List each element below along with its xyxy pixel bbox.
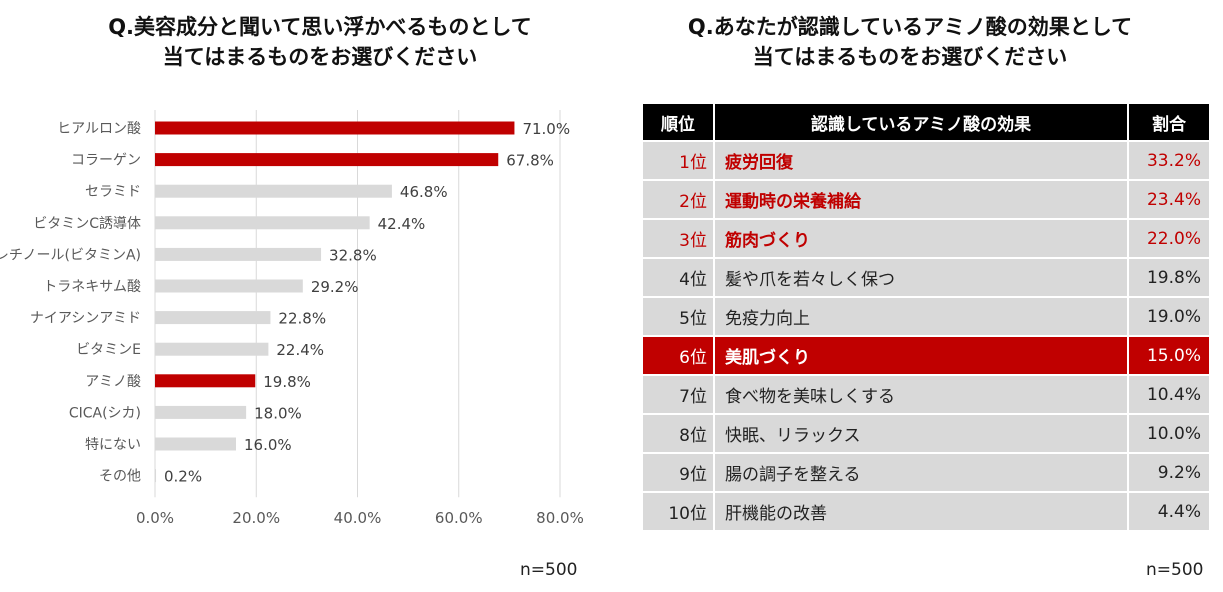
category-label: その他 [99,469,141,485]
percent-cell: 10.4% [1127,374,1209,413]
table-row: 8位 快眠、リラックス 10.0% [643,413,1209,452]
category-label: 特にない [85,437,141,453]
percent-cell: 23.4% [1127,179,1209,218]
x-tick-label: 40.0% [334,509,382,527]
data-label: 18.0% [254,404,302,422]
data-label: 67.8% [506,152,554,170]
beauty-ingredient-bar-chart: 0.0% 20.0% 40.0% 60.0% 80.0% ヒアルロン酸 71.0% コラーゲン… [0,110,584,527]
rank-cell: 3位 [643,218,713,257]
bar [155,153,499,167]
rank-cell: 1位 [643,140,713,179]
bar [155,279,303,293]
rank-cell: 10位 [643,491,713,530]
percent-cell: 33.2% [1127,140,1209,179]
rank-cell: 7位 [643,374,713,413]
rank-cell: 5位 [643,296,713,335]
table-row: 10位 肝機能の改善 4.4% [643,491,1209,530]
category-label: ビタミンC誘導体 [33,216,141,232]
rank-cell: 9位 [643,452,713,491]
left-title-line1: Q.美容成分と聞いて思い浮かべるものとして [108,15,532,39]
bar [155,405,247,419]
category-label: ビタミンE [76,342,141,358]
rank-cell: 2位 [643,179,713,218]
x-tick-label: 0.0% [136,509,174,527]
rank-cell: 4位 [643,257,713,296]
effect-cell: 免疫力向上 [713,296,1127,335]
header-percent: 割合 [1127,104,1209,140]
right-title-line1: Q.あなたが認識しているアミノ酸の効果として [687,15,1133,39]
effect-cell: 美肌づくり [713,335,1127,374]
data-label: 19.8% [263,373,311,391]
bar [155,342,269,356]
left-chart-title: Q.美容成分と聞いて思い浮かべるものとして 当てはまるものをお選びください [40,12,600,72]
data-label: 42.4% [378,215,426,233]
table-row: 7位 食べ物を美味しくする 10.4% [643,374,1209,413]
data-label: 32.8% [329,246,377,264]
amino-acid-effects-table: 順位 認識しているアミノ酸の効果 割合 1位 疲労回復 33.2% 2位 運動時の栄養補… [643,104,1209,530]
percent-cell: 22.0% [1127,218,1209,257]
percent-cell: 15.0% [1127,335,1209,374]
right-title-line2: 当てはまるものをお選びください [752,45,1068,69]
bar [155,216,370,230]
effect-cell: 食べ物を美味しくする [713,374,1127,413]
bar [155,121,515,135]
effect-cell: 運動時の栄養補給 [713,179,1127,218]
category-label: CICA(シカ) [69,405,141,421]
percent-cell: 19.0% [1127,296,1209,335]
rank-cell: 6位 [643,335,713,374]
data-label: 29.2% [311,278,359,296]
bar [155,469,157,483]
header-effect: 認識しているアミノ酸の効果 [713,104,1127,140]
table-header-row: 順位 認識しているアミノ酸の効果 割合 [643,104,1209,140]
bar [155,437,236,451]
right-sample-size: n=500 [1146,560,1204,580]
table-row: 9位 腸の調子を整える 9.2% [643,452,1209,491]
bar [155,247,322,261]
data-label: 22.8% [278,310,326,328]
effect-cell: 筋肉づくり [713,218,1127,257]
category-label: セラミド [85,184,141,200]
bar [155,184,392,198]
data-label: 71.0% [522,120,570,138]
data-label: 46.8% [400,183,448,201]
table-row: 2位 運動時の栄養補給 23.4% [643,179,1209,218]
category-label: レチノール(ビタミンA) [0,247,141,263]
effect-cell: 肝機能の改善 [713,491,1127,530]
category-label: アミノ酸 [85,374,141,390]
effect-cell: 快眠、リラックス [713,413,1127,452]
percent-cell: 4.4% [1127,491,1209,530]
category-label: コラーゲン [71,153,141,169]
table-row: 4位 髪や爪を若々しく保つ 19.8% [643,257,1209,296]
rank-cell: 8位 [643,413,713,452]
effect-cell: 髪や爪を若々しく保つ [713,257,1127,296]
bar [155,311,271,325]
percent-cell: 19.8% [1127,257,1209,296]
x-tick-label: 20.0% [232,509,280,527]
table-row: 3位 筋肉づくり 22.0% [643,218,1209,257]
category-label: ナイアシンアミド [30,311,141,327]
data-label: 0.2% [164,468,202,486]
percent-cell: 9.2% [1127,452,1209,491]
left-title-line2: 当てはまるものをお選びください [162,45,478,69]
table-row: 6位 美肌づくり 15.0% [643,335,1209,374]
effect-cell: 疲労回復 [713,140,1127,179]
x-tick-label: 60.0% [435,509,483,527]
left-sample-size: n=500 [520,560,578,580]
bar [155,374,256,388]
data-label: 22.4% [276,341,324,359]
header-rank: 順位 [643,104,713,140]
right-table-title: Q.あなたが認識しているアミノ酸の効果として 当てはまるものをお選びください [630,12,1190,72]
table-row: 5位 免疫力向上 19.0% [643,296,1209,335]
data-label: 16.0% [244,436,292,454]
category-label: ヒアルロン酸 [57,121,141,137]
effect-cell: 腸の調子を整える [713,452,1127,491]
category-label: トラネキサム酸 [43,279,141,295]
percent-cell: 10.0% [1127,413,1209,452]
table-row: 1位 疲労回復 33.2% [643,140,1209,179]
x-tick-label: 80.0% [536,509,584,527]
